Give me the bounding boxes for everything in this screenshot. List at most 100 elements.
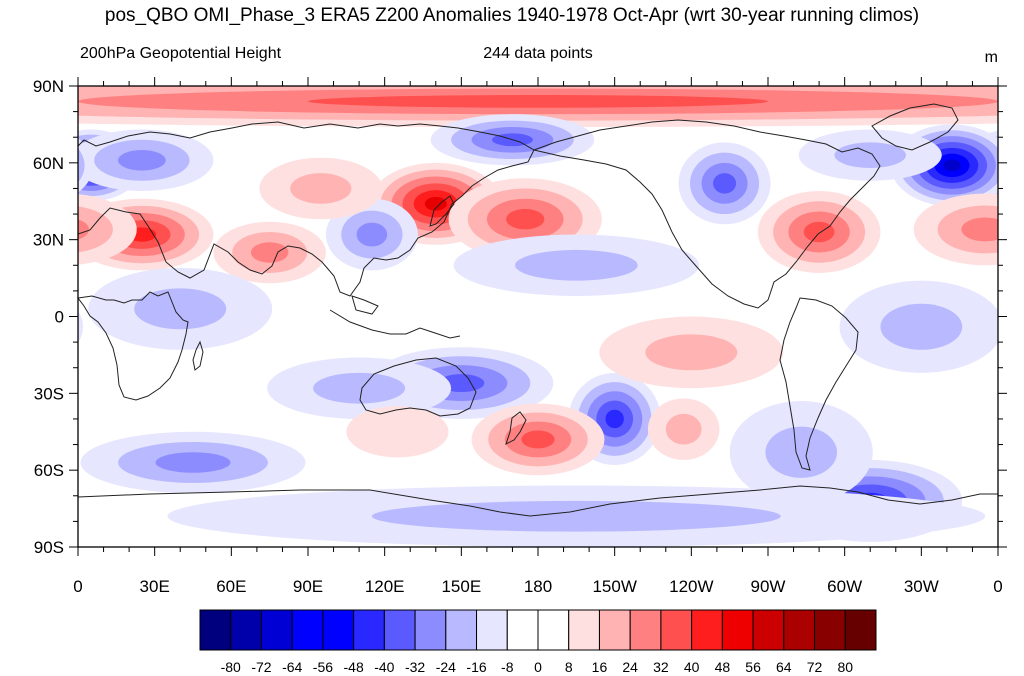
anomaly-center-positive (471, 403, 605, 476)
lat-tick-label: 60S (34, 461, 64, 480)
colorbar-label: 80 (837, 659, 853, 675)
contour-band (346, 406, 449, 458)
colorbar-swatch (783, 609, 816, 651)
colorbar-label: -24 (436, 659, 456, 675)
anomaly-center-negative (78, 129, 998, 191)
colorbar-swatch (230, 609, 262, 651)
anomaly-center-negative (167, 485, 986, 547)
anomaly-center-positive (78, 193, 998, 266)
colorbar-label: 40 (684, 659, 700, 675)
lat-tick-label: 30N (33, 231, 64, 250)
center-subtitle: 244 data points (483, 45, 592, 62)
colorbar-label: 56 (745, 659, 761, 675)
colorbar-swatch (752, 609, 785, 651)
contour-band (506, 208, 545, 230)
contour-band (78, 310, 84, 343)
left-subtitle: 200hPa Geopotential Height (80, 45, 282, 62)
axis-labels: 90N 60N 30N 0 30S 60S 90S 0 30E 60E 90E 120E 150E 180… (33, 77, 1003, 596)
colorbar-swatch (383, 609, 416, 651)
colorbar-swatch (414, 609, 447, 651)
contour-band (356, 222, 388, 247)
colorbar-swatch (844, 609, 877, 651)
anomaly-center-negative (80, 431, 306, 494)
colorbar-swatch (199, 609, 232, 651)
contour-band (713, 173, 737, 194)
anomaly-center-positive (647, 398, 720, 460)
figure-title: pos_QBO OMI_Phase_3 ERA5 Z200 Anomalies … (105, 5, 919, 26)
contour-band (313, 372, 406, 404)
contour-band (134, 288, 227, 330)
anomaly-center-positive (213, 221, 326, 284)
colorbar-swatch (353, 609, 385, 651)
contour-band (78, 206, 113, 253)
anomaly-center-negative (0, 280, 998, 373)
lon-tick-label: 90E (293, 577, 323, 596)
coastline-north-america (533, 119, 881, 309)
contour-band (1005, 206, 1024, 263)
anomaly-center-positive (259, 157, 383, 220)
lat-tick-label: 60N (33, 154, 64, 173)
contour-band (0, 304, 42, 350)
anomaly-center-positive (599, 316, 784, 389)
anomaly-center-positive (78, 86, 998, 127)
coastline-japan (429, 195, 455, 227)
contour-band (290, 173, 352, 204)
contour-band (250, 242, 289, 263)
colorbar-label: 32 (653, 659, 669, 675)
coastline-south-america (779, 297, 859, 471)
lon-tick-label: 0 (73, 577, 82, 596)
contour-band (834, 142, 906, 168)
contour-band (424, 196, 447, 211)
coastline-new-zealand (505, 411, 527, 445)
lon-tick-label: 150W (592, 577, 636, 596)
colorbar-label: 64 (776, 659, 792, 675)
colorbar-swatch (476, 609, 508, 651)
anomaly-center-negative (798, 129, 942, 181)
contour-band (665, 413, 702, 445)
contour-band (308, 94, 768, 108)
lon-tick-label: 120E (365, 577, 405, 596)
coastline-greenland (871, 103, 959, 151)
colorbar-swatch (291, 609, 324, 651)
lon-tick-label: 120W (669, 577, 713, 596)
coastline-australia (359, 357, 477, 417)
contour-band (1003, 160, 1018, 170)
lon-tick-label: 0 (993, 577, 1002, 596)
colorbar-label: -40 (374, 659, 394, 675)
colorbar-swatch (660, 609, 693, 651)
coastline-africa (78, 291, 189, 401)
contour-band (765, 426, 837, 478)
coastline-indonesia (329, 295, 461, 339)
lon-tick-label: 180 (524, 577, 552, 596)
anomaly-center-positive (757, 191, 881, 273)
colorbar-label: 16 (592, 659, 608, 675)
anomaly-field (0, 86, 1024, 547)
contour-band (943, 159, 961, 172)
lon-tick-label: 30W (904, 577, 939, 596)
colorbar-label: -72 (251, 659, 271, 675)
colorbar-swatch (322, 609, 355, 651)
colorbar-swatch (506, 609, 539, 651)
lat-tick-label: 90N (33, 77, 64, 96)
units-label: m (985, 49, 998, 66)
contour-band (803, 221, 835, 243)
contour-band (78, 219, 90, 240)
colorbar-label: 24 (622, 659, 638, 675)
contour-band (605, 409, 624, 429)
colorbar-label: -64 (282, 659, 302, 675)
colorbar-swatch (260, 609, 293, 651)
lon-tick-label: 30E (140, 577, 170, 596)
colorbar-label: 72 (807, 659, 823, 675)
contour-band (996, 160, 998, 171)
axis-ticks (69, 77, 1007, 556)
coastlines (78, 103, 998, 517)
colorbar-swatch (598, 609, 631, 651)
colorbar-swatch (629, 609, 662, 651)
colorbar-label: 0 (534, 659, 542, 675)
coastline-madagascar (192, 340, 204, 371)
anomaly-center-negative (453, 234, 699, 297)
anomaly-center-negative (729, 401, 873, 504)
lon-tick-label: 150E (441, 577, 481, 596)
coastline-eurasia (78, 121, 535, 297)
